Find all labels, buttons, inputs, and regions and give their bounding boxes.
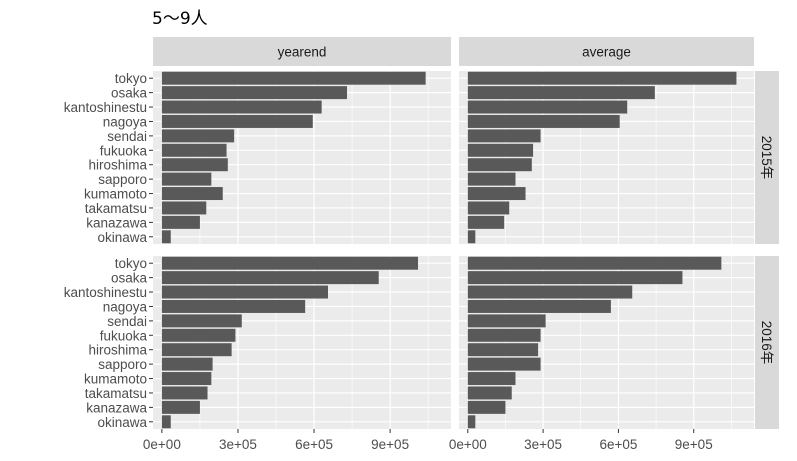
bar-tokyo-average-1 [467, 71, 737, 85]
bar-hiroshima-yearend-1 [161, 158, 228, 172]
y-tick-label-takamatsu: takamatsu [85, 386, 147, 401]
y-tick-label-tokyo: tokyo [115, 71, 147, 86]
bar-okinawa-average-2 [467, 415, 476, 429]
bar-nagoya-yearend-1 [161, 114, 313, 128]
y-tick-label-sapporo: sapporo [98, 172, 147, 187]
bar-nagoya-average-1 [467, 114, 620, 128]
bar-okinawa-yearend-2 [161, 415, 171, 429]
y-tick-label-kantoshinestu: kantoshinestu [64, 100, 147, 115]
bar-fukuoka-yearend-2 [161, 328, 236, 342]
bar-kumamoto-average-1 [467, 187, 526, 201]
bar-kanazawa-average-1 [467, 215, 505, 229]
bar-okinawa-yearend-1 [161, 230, 171, 244]
y-tick-label-kantoshinestu: kantoshinestu [64, 285, 147, 300]
panel-yearend-2-background [153, 256, 451, 429]
y-tick-label-nagoya: nagoya [103, 299, 148, 314]
bar-kumamoto-average-2 [467, 372, 516, 386]
bar-sapporo-yearend-1 [161, 172, 212, 186]
bar-fukuoka-average-2 [467, 328, 541, 342]
facet-label-yearend: yearend [278, 45, 327, 60]
y-tick-label-fukuoka: fukuoka [100, 328, 148, 343]
bar-nagoya-yearend-2 [161, 299, 306, 313]
bar-sendai-yearend-1 [161, 129, 235, 143]
x-tick-label: 9e+05 [675, 437, 713, 452]
bar-osaka-yearend-2 [161, 271, 379, 285]
chart-title: 5～9人 [152, 9, 208, 29]
y-tick-label-okinawa: okinawa [97, 230, 147, 245]
facet-strip-yearend [153, 37, 451, 66]
y-tick-label-osaka: osaka [111, 86, 148, 101]
bar-fukuoka-average-1 [467, 143, 534, 157]
y-tick-label-kanazawa: kanazawa [86, 400, 147, 415]
bar-osaka-average-2 [467, 271, 683, 285]
x-tick-label: 6e+05 [295, 437, 333, 452]
bar-kumamoto-yearend-2 [161, 372, 212, 386]
y-tick-label-sendai: sendai [107, 129, 147, 144]
bar-tokyo-yearend-1 [161, 71, 426, 85]
facet-strip-row-2 [755, 256, 779, 429]
panel-average-1-background [459, 71, 754, 244]
y-tick-label-osaka: osaka [111, 271, 148, 286]
bar-okinawa-average-1 [467, 230, 476, 244]
bar-kanazawa-yearend-1 [161, 215, 200, 229]
bar-kantoshinestu-yearend-2 [161, 285, 328, 299]
x-tick-label: 0e+00 [143, 437, 181, 452]
bar-hiroshima-average-1 [467, 158, 532, 172]
x-tick-label: 0e+00 [449, 437, 487, 452]
y-tick-label-kumamoto: kumamoto [84, 372, 147, 387]
bar-sapporo-average-2 [467, 357, 541, 371]
bar-hiroshima-average-2 [467, 343, 539, 357]
y-tick-label-kanazawa: kanazawa [86, 215, 147, 230]
y-tick-label-hiroshima: hiroshima [88, 158, 147, 173]
y-tick-label-sapporo: sapporo [98, 357, 147, 372]
y-tick-label-nagoya: nagoya [103, 114, 148, 129]
bar-fukuoka-yearend-1 [161, 143, 227, 157]
panel-average-2-background [459, 256, 754, 429]
x-tick-label: 3e+05 [524, 437, 562, 452]
y-tick-label-kumamoto: kumamoto [84, 187, 147, 202]
bar-sendai-average-2 [467, 314, 546, 328]
bar-sendai-average-1 [467, 129, 541, 143]
facet-label-row-1: 2015年 [759, 136, 774, 180]
facet-label-average: average [582, 45, 631, 60]
bar-takamatsu-average-2 [467, 386, 512, 400]
y-tick-label-sendai: sendai [107, 314, 147, 329]
facet-strip-average [459, 37, 754, 66]
bar-kanazawa-yearend-2 [161, 400, 200, 414]
bar-kumamoto-yearend-1 [161, 187, 223, 201]
bar-tokyo-average-2 [467, 256, 722, 270]
y-tick-label-tokyo: tokyo [115, 256, 147, 271]
bar-kanazawa-average-2 [467, 400, 506, 414]
x-tick-label: 9e+05 [371, 437, 409, 452]
y-tick-label-fukuoka: fukuoka [100, 143, 148, 158]
bar-sapporo-average-1 [467, 172, 516, 186]
bar-osaka-yearend-1 [161, 86, 348, 100]
bar-takamatsu-yearend-1 [161, 201, 207, 215]
bar-kantoshinestu-yearend-1 [161, 100, 322, 114]
panel-yearend-1-background [153, 71, 451, 244]
x-tick-label: 6e+05 [599, 437, 637, 452]
x-tick-label: 3e+05 [219, 437, 257, 452]
bar-kantoshinestu-average-1 [467, 100, 628, 114]
bar-takamatsu-average-1 [467, 201, 510, 215]
bar-hiroshima-yearend-2 [161, 343, 232, 357]
bar-kantoshinestu-average-2 [467, 285, 633, 299]
bar-tokyo-yearend-2 [161, 256, 419, 270]
y-tick-label-hiroshima: hiroshima [88, 343, 147, 358]
y-tick-label-okinawa: okinawa [97, 415, 147, 430]
bar-osaka-average-1 [467, 86, 655, 100]
bar-nagoya-average-2 [467, 299, 611, 313]
facet-strip-row-1 [755, 71, 779, 244]
bar-takamatsu-yearend-2 [161, 386, 208, 400]
bar-sendai-yearend-2 [161, 314, 242, 328]
bar-sapporo-yearend-2 [161, 357, 213, 371]
y-tick-label-takamatsu: takamatsu [85, 201, 147, 216]
facet-label-row-2: 2016年 [759, 321, 774, 365]
